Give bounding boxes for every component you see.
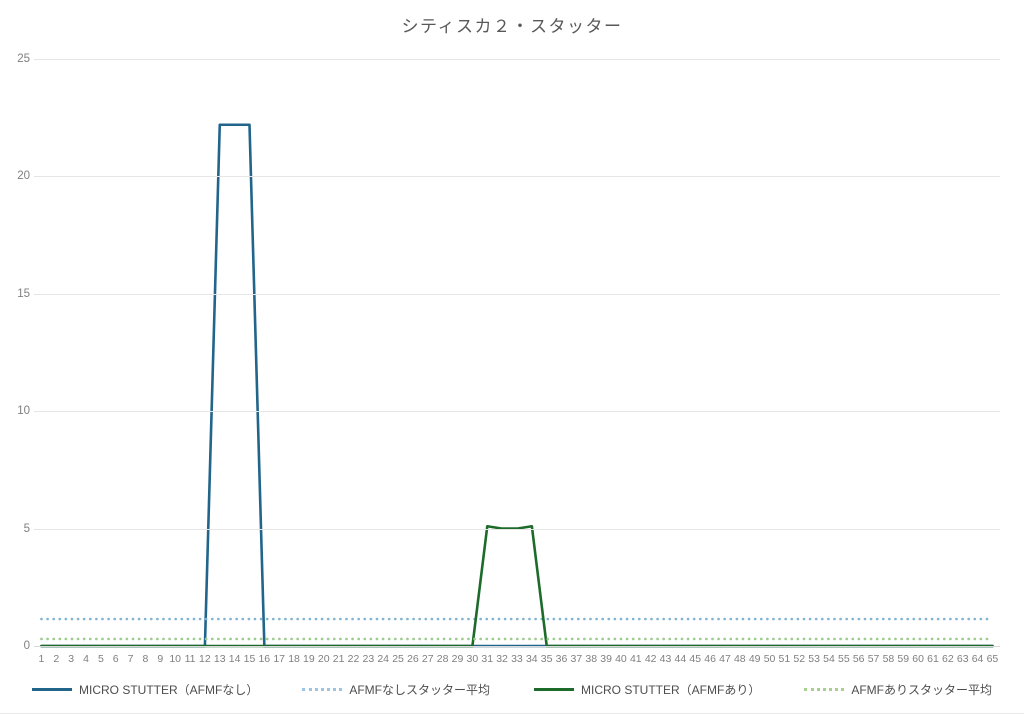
x-tick-label-35: 35 bbox=[540, 653, 553, 665]
x-tick-label-1: 1 bbox=[38, 653, 45, 665]
chart-title: シティスカ２・スタッター bbox=[401, 17, 623, 36]
x-tick-label-47: 47 bbox=[719, 653, 731, 665]
x-tick-label-24: 24 bbox=[377, 653, 390, 665]
x-tick-label-40: 40 bbox=[615, 653, 627, 665]
x-tick-label-13: 13 bbox=[213, 653, 226, 665]
x-tick-label-46: 46 bbox=[704, 653, 716, 665]
x-tick-label-37: 37 bbox=[570, 653, 583, 665]
x-tick-label-56: 56 bbox=[852, 653, 865, 665]
x-tick-label-65: 65 bbox=[986, 653, 999, 665]
x-tick-label-2: 2 bbox=[53, 653, 60, 665]
x-tick-label-51: 51 bbox=[778, 653, 791, 665]
x-tick-label-33: 33 bbox=[511, 653, 523, 665]
legend-item-0[interactable]: MICRO STUTTER（AFMFなし） bbox=[32, 681, 258, 698]
series-layer bbox=[40, 123, 994, 648]
y-tick-label-5: 5 bbox=[23, 522, 30, 535]
x-tick-label-25: 25 bbox=[392, 653, 404, 665]
x-tick-label-28: 28 bbox=[436, 653, 449, 665]
y-tick-label-0: 0 bbox=[23, 640, 30, 652]
x-tick-label-60: 60 bbox=[912, 653, 924, 665]
x-tick-label-64: 64 bbox=[971, 653, 984, 665]
x-tick-label-9: 9 bbox=[157, 653, 164, 665]
x-tick-label-57: 57 bbox=[867, 653, 880, 665]
legend-item-1[interactable]: AFMFなしスタッター平均 bbox=[302, 681, 490, 698]
x-tick-label-14: 14 bbox=[228, 653, 241, 665]
x-tick-label-63: 63 bbox=[956, 653, 969, 665]
x-tick-label-42: 42 bbox=[644, 653, 657, 665]
x-tick-label-55: 55 bbox=[837, 653, 850, 665]
x-tick-label-22: 22 bbox=[347, 653, 360, 665]
gridline-0 bbox=[34, 646, 1000, 647]
x-tick-label-50: 50 bbox=[763, 653, 776, 665]
x-tick-label-3: 3 bbox=[68, 653, 75, 665]
x-tick-label-17: 17 bbox=[273, 653, 286, 665]
legend-label: AFMFありスタッター平均 bbox=[851, 683, 992, 697]
x-tick-label-26: 26 bbox=[407, 653, 419, 665]
series-line-0 bbox=[40, 123, 994, 648]
x-tick-label-5: 5 bbox=[97, 653, 104, 665]
x-tick-label-20: 20 bbox=[317, 653, 330, 665]
x-tick-label-61: 61 bbox=[927, 653, 939, 665]
x-tick-label-44: 44 bbox=[674, 653, 687, 665]
legend-swatch-solid-icon bbox=[32, 688, 72, 691]
x-tick-label-21: 21 bbox=[332, 653, 345, 665]
legend-item-3[interactable]: AFMFありスタッター平均 bbox=[804, 681, 992, 698]
x-axis: 1 2 3 4 5 6 7 8 9 10 11 12 13 14 15 16 17 18 19 20 21 22 23 24 2… bbox=[34, 650, 1000, 668]
x-tick-label-59: 59 bbox=[897, 653, 910, 665]
x-tick-label-27: 27 bbox=[421, 653, 434, 665]
x-tick-label-23: 23 bbox=[362, 653, 375, 665]
x-tick-label-30: 30 bbox=[466, 653, 479, 665]
x-tick-label-39: 39 bbox=[600, 653, 612, 665]
x-tick-label-48: 48 bbox=[733, 653, 746, 665]
x-tick-label-12: 12 bbox=[199, 653, 211, 665]
x-tick-label-7: 7 bbox=[127, 653, 134, 665]
x-tick-label-36: 36 bbox=[555, 653, 568, 665]
legend-swatch-dotted-icon bbox=[302, 688, 343, 691]
gridline-25 bbox=[34, 59, 1000, 60]
gridline-15 bbox=[34, 293, 1000, 295]
legend-label: MICRO STUTTER（AFMFあり） bbox=[581, 683, 761, 697]
x-tick-label-11: 11 bbox=[184, 653, 196, 665]
x-tick-label-52: 52 bbox=[793, 653, 806, 665]
x-tick-label-32: 32 bbox=[496, 653, 508, 665]
plot-area bbox=[34, 59, 1000, 648]
x-tick-label-58: 58 bbox=[882, 653, 895, 665]
x-tick-label-49: 49 bbox=[748, 653, 761, 665]
gridline-20 bbox=[34, 176, 1000, 178]
x-tick-label-10: 10 bbox=[169, 653, 181, 665]
y-tick-label-25: 25 bbox=[17, 53, 30, 65]
y-tick-label-20: 20 bbox=[17, 170, 30, 183]
chart-legend: MICRO STUTTER（AFMFなし） AFMFなしスタッター平均 MICRO … bbox=[0, 681, 1024, 698]
x-tick-label-4: 4 bbox=[83, 653, 89, 665]
legend-item-2[interactable]: MICRO STUTTER（AFMFあり） bbox=[534, 681, 760, 698]
x-tick-label-43: 43 bbox=[659, 653, 672, 665]
x-tick-label-53: 53 bbox=[808, 653, 820, 665]
x-tick-label-31: 31 bbox=[481, 653, 494, 665]
x-tick-label-19: 19 bbox=[303, 653, 315, 665]
legend-swatch-dotted-icon bbox=[804, 688, 845, 691]
x-tick-label-34: 34 bbox=[525, 653, 538, 665]
x-tick-label-54: 54 bbox=[823, 653, 835, 665]
y-tick-label-15: 15 bbox=[17, 287, 30, 300]
series-line-2 bbox=[40, 524, 994, 648]
x-tick-label-6: 6 bbox=[112, 653, 119, 665]
x-tick-label-62: 62 bbox=[942, 653, 954, 665]
legend-label: AFMFなしスタッター平均 bbox=[349, 683, 490, 697]
gridline-10 bbox=[34, 411, 1000, 413]
x-tick-label-15: 15 bbox=[243, 653, 256, 665]
x-tick-label-16: 16 bbox=[258, 653, 271, 665]
legend-swatch-solid-icon bbox=[534, 688, 574, 691]
x-tick-label-8: 8 bbox=[142, 653, 149, 665]
x-tick-label-38: 38 bbox=[585, 653, 598, 665]
x-tick-label-45: 45 bbox=[689, 653, 702, 665]
legend-label: MICRO STUTTER（AFMFなし） bbox=[79, 683, 259, 697]
x-tick-label-18: 18 bbox=[288, 653, 300, 665]
y-axis: 0 5 10 15 20 25 bbox=[0, 53, 30, 652]
x-tick-label-29: 29 bbox=[451, 653, 464, 665]
gridline-5 bbox=[34, 528, 1000, 530]
x-tick-label-41: 41 bbox=[629, 653, 642, 665]
y-tick-label-10: 10 bbox=[17, 405, 30, 418]
